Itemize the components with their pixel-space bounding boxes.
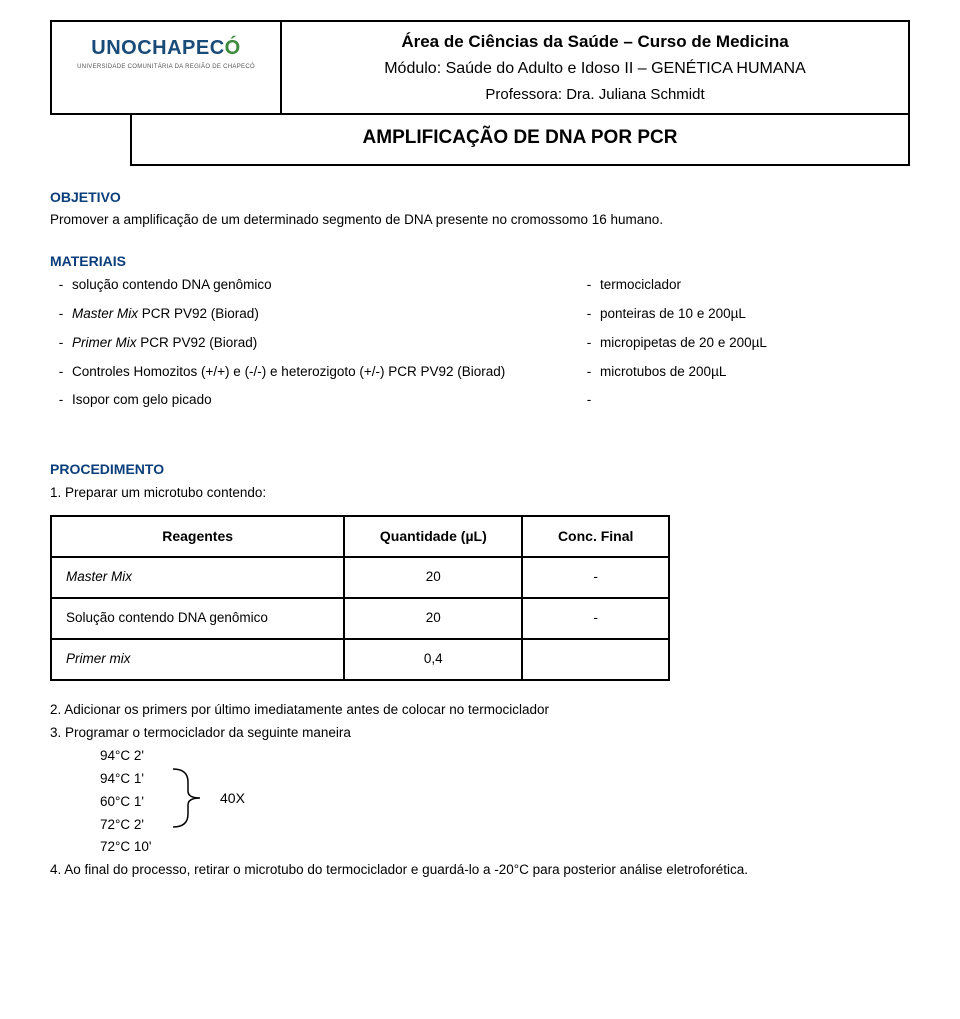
cell: 20 <box>344 598 522 639</box>
header-info: Área de Ciências da Saúde – Curso de Med… <box>282 22 908 113</box>
cycle-multiplier: 40X <box>220 789 245 809</box>
materials-left: -solução contendo DNA genômico -Master M… <box>50 276 548 420</box>
material-text: ponteiras de 10 e 200µL <box>600 305 746 324</box>
step-1: 1. Preparar um microtubo contendo: <box>50 484 910 503</box>
col-quantidade: Quantidade (µL) <box>344 516 522 558</box>
materials-columns: -solução contendo DNA genômico -Master M… <box>50 276 910 420</box>
header-line2: Módulo: Saúde do Adulto e Idoso II – GEN… <box>292 58 898 80</box>
document-title: AMPLIFICAÇÃO DE DNA POR PCR <box>130 115 910 166</box>
logo-text-blue: UNOCHAPEC <box>91 37 224 59</box>
steps-list: 2. Adicionar os primers por último imedi… <box>50 701 910 743</box>
cycle-line: 94°C 2' <box>100 747 910 766</box>
logo-cell: UNOCHAPECÓ UNIVERSIDADE COMUNITÁRIA DA R… <box>52 22 282 113</box>
cell <box>522 639 669 680</box>
material-text: Primer Mix PCR PV92 (Biorad) <box>72 334 257 353</box>
list-item: -termociclador <box>578 276 910 295</box>
material-text: solução contendo DNA genômico <box>72 276 272 295</box>
cycle-line: 72°C 2' <box>100 816 910 835</box>
col-conc: Conc. Final <box>522 516 669 558</box>
list-item: -Primer Mix PCR PV92 (Biorad) <box>50 334 548 353</box>
col-reagentes: Reagentes <box>51 516 344 558</box>
list-item: -solução contendo DNA genômico <box>50 276 548 295</box>
logo-subtitle: UNIVERSIDADE COMUNITÁRIA DA REGIÃO DE CH… <box>60 63 272 71</box>
cycle-block: 94°C 2' 94°C 1' 60°C 1' 72°C 2' 72°C 10'… <box>100 747 910 857</box>
objetivo-heading: OBJETIVO <box>50 188 910 208</box>
header-line3: Professora: Dra. Juliana Schmidt <box>292 84 898 105</box>
list-item: -Isopor com gelo picado <box>50 391 548 410</box>
bracket-icon <box>168 767 208 829</box>
step-3: 3. Programar o termociclador da seguinte… <box>50 724 910 743</box>
material-text: microtubos de 200µL <box>600 363 726 382</box>
material-text: Controles Homozitos (+/+) e (-/-) e hete… <box>72 363 505 382</box>
cell: Primer mix <box>51 639 344 680</box>
table-row: Primer mix 0,4 <box>51 639 669 680</box>
list-item: - <box>578 391 910 410</box>
step-4: 4. Ao final do processo, retirar o micro… <box>50 861 910 880</box>
list-item: -microtubos de 200µL <box>578 363 910 382</box>
material-text: Master Mix PCR PV92 (Biorad) <box>72 305 259 324</box>
table-header-row: Reagentes Quantidade (µL) Conc. Final <box>51 516 669 558</box>
logo-text-green: Ó <box>225 37 241 59</box>
reagent-table: Reagentes Quantidade (µL) Conc. Final Ma… <box>50 515 670 681</box>
material-text: termociclador <box>600 276 681 295</box>
cell: Solução contendo DNA genômico <box>51 598 344 639</box>
materiais-heading: MATERIAIS <box>50 252 910 272</box>
objetivo-text: Promover a amplificação de um determinad… <box>50 211 910 230</box>
header-box: UNOCHAPECÓ UNIVERSIDADE COMUNITÁRIA DA R… <box>50 20 910 115</box>
material-text: micropipetas de 20 e 200µL <box>600 334 767 353</box>
cell: 0,4 <box>344 639 522 680</box>
cycle-line: 72°C 10' <box>100 838 910 857</box>
header-line1: Área de Ciências da Saúde – Curso de Med… <box>292 30 898 54</box>
materials-right: -termociclador -ponteiras de 10 e 200µL … <box>578 276 910 420</box>
list-item: -micropipetas de 20 e 200µL <box>578 334 910 353</box>
list-item: -Master Mix PCR PV92 (Biorad) <box>50 305 548 324</box>
cell: Master Mix <box>51 557 344 598</box>
table-row: Solução contendo DNA genômico 20 - <box>51 598 669 639</box>
list-item: -ponteiras de 10 e 200µL <box>578 305 910 324</box>
cell: 20 <box>344 557 522 598</box>
list-item: -Controles Homozitos (+/+) e (-/-) e het… <box>50 363 548 382</box>
logo-name: UNOCHAPECÓ <box>60 34 272 62</box>
table-row: Master Mix 20 - <box>51 557 669 598</box>
cell: - <box>522 557 669 598</box>
procedimento-heading: PROCEDIMENTO <box>50 460 910 480</box>
cell: - <box>522 598 669 639</box>
cycle-line: 94°C 1' <box>100 770 910 789</box>
step-2: 2. Adicionar os primers por último imedi… <box>50 701 910 720</box>
material-text: Isopor com gelo picado <box>72 391 212 410</box>
